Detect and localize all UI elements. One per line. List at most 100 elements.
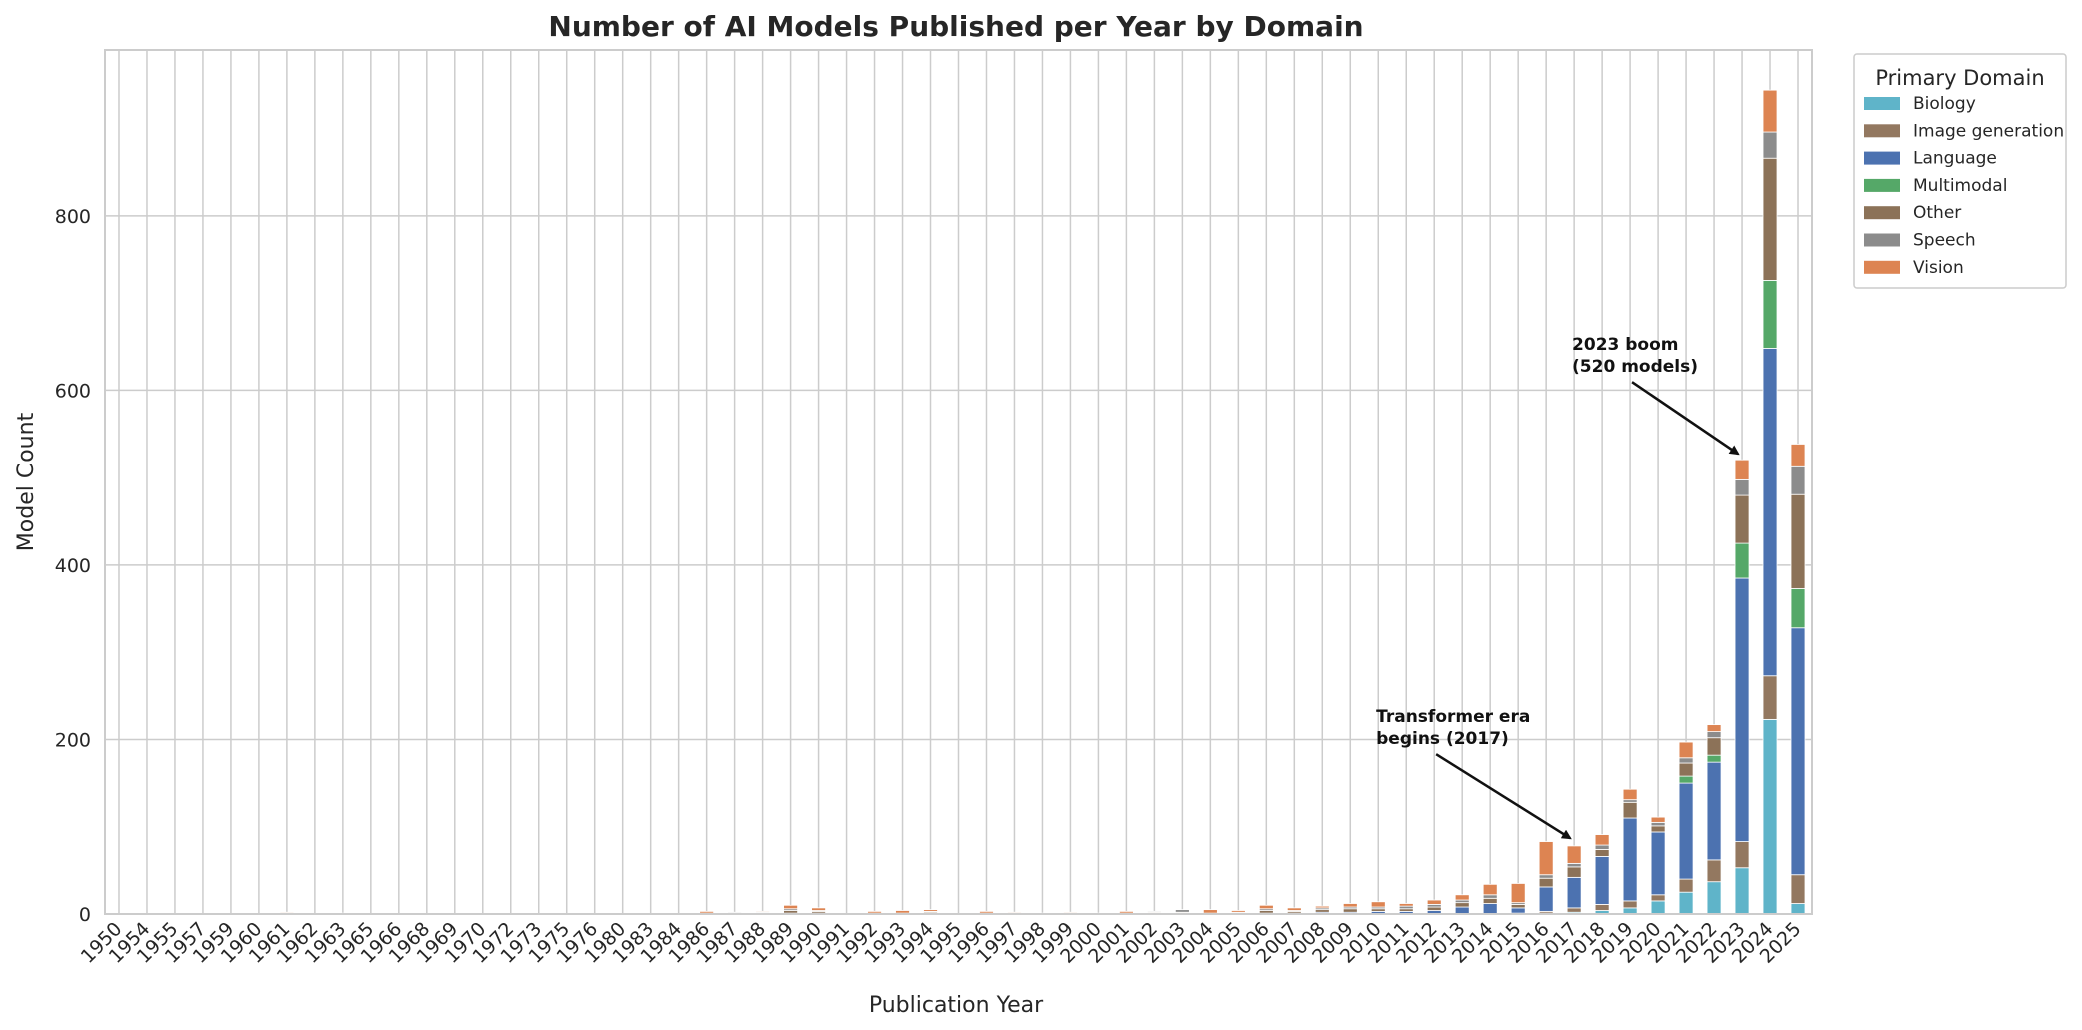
bar-segment-vision	[1762, 89, 1778, 133]
bar-segment-vision	[1286, 907, 1302, 911]
bar-segment-language	[1510, 907, 1526, 914]
bar-segment-vision	[1790, 444, 1806, 467]
bar-segment-language	[1594, 856, 1610, 905]
plot-frame	[104, 49, 1813, 915]
bar-segment-language	[1622, 817, 1638, 902]
y-tick-label: 400	[55, 555, 91, 577]
bar-segment-speech	[1482, 894, 1498, 899]
bar-segment-vision	[1650, 816, 1666, 823]
bar-segment-language	[1734, 577, 1750, 842]
bar-segment-other	[1454, 902, 1470, 908]
annotation-text: Transformer era	[1376, 707, 1530, 727]
bar-segment-speech	[1734, 478, 1750, 496]
bar-segment-biology	[1762, 718, 1778, 915]
bar-segment-image-generation	[1594, 904, 1610, 911]
bar-segment-language	[1454, 906, 1470, 915]
bar-segment-other	[1678, 762, 1694, 777]
legend-swatch	[1864, 260, 1900, 274]
bar-segment-speech	[1538, 874, 1554, 879]
chart-title: Number of AI Models Published per Year b…	[548, 10, 1363, 43]
annotation-text: (520 models)	[1572, 357, 1698, 377]
bar-segment-vision	[1202, 909, 1218, 914]
bar-segment-image-generation	[1678, 878, 1694, 893]
bar-segment-image-generation	[1622, 900, 1638, 909]
bar-segment-vision	[1119, 910, 1134, 914]
bar-segment-biology	[1734, 867, 1750, 915]
bar-segment-language	[1566, 876, 1582, 909]
annotation: 2023 boom(520 models)	[1572, 335, 1740, 456]
y-tick-label: 600	[55, 380, 91, 402]
bar-segment-multimodal	[1734, 542, 1750, 579]
legend-label: Speech	[1913, 231, 1976, 251]
bar-segment-vision	[1678, 741, 1694, 759]
bar-segment-vision	[279, 911, 295, 914]
bar-segment-speech	[1678, 757, 1694, 764]
bar-segment-vision	[1454, 894, 1470, 901]
annotation-text: 2023 boom	[1572, 335, 1678, 355]
bar-segment-biology	[1706, 881, 1722, 915]
bar-segment-image-generation	[1650, 894, 1666, 902]
bar-segment-vision	[1063, 911, 1078, 914]
bar-segment-language	[1762, 348, 1778, 677]
legend-swatch	[1864, 124, 1900, 138]
y-tick-label: 0	[79, 904, 91, 926]
bar-segment-vision	[1566, 845, 1582, 864]
bar-segment-image-generation	[1706, 859, 1722, 883]
legend-label: Language	[1913, 149, 1997, 169]
bar-segment-vision	[1230, 910, 1246, 913]
bar-segment-other	[1650, 825, 1666, 833]
bar-segment-image-generation	[1762, 675, 1778, 720]
bar-segment-biology	[1650, 900, 1666, 915]
bar-segment-language	[1706, 761, 1722, 861]
bar-segment-speech	[1594, 844, 1610, 850]
bar-segment-other	[1594, 849, 1610, 857]
bar-segment-language	[1790, 627, 1806, 876]
legend-swatch	[1864, 206, 1900, 220]
bar-segment-vision	[811, 907, 826, 911]
bar-segment-other	[1706, 737, 1722, 756]
legend-swatch	[1864, 233, 1900, 247]
annotation-arrow	[1435, 753, 1572, 840]
bar-segment-vision	[1398, 903, 1414, 907]
bar-segment-vision	[1510, 883, 1526, 904]
annotation-text: begins (2017)	[1376, 729, 1509, 749]
bar-segment-multimodal	[1762, 279, 1778, 349]
bar-segment-image-generation	[1790, 874, 1806, 904]
bar-segment-multimodal	[1678, 775, 1694, 784]
legend-swatch	[1864, 97, 1900, 110]
bar-segment-speech	[1174, 909, 1190, 913]
bar-segment-biology	[1790, 903, 1806, 915]
annotation-arrow	[1631, 381, 1740, 456]
bar-segment-vision	[1482, 883, 1498, 896]
bar-segment-speech	[1790, 465, 1806, 495]
y-tick-label: 800	[55, 206, 91, 228]
bar-segment-multimodal	[1706, 754, 1722, 763]
bar-segment-biology	[1678, 891, 1694, 915]
bar-segment-other	[1482, 897, 1498, 904]
bar-segment-vision	[1594, 834, 1610, 846]
bar-segment-speech	[1706, 731, 1722, 739]
legend-label: Multimodal	[1913, 176, 2007, 196]
bar-segment-vision	[1370, 901, 1386, 908]
bar-segment-vision	[755, 910, 771, 913]
bar-segment-vision	[867, 910, 882, 914]
legend-swatch	[1864, 178, 1900, 192]
bar-segment-vision	[1258, 904, 1274, 910]
bar-segment-other	[1762, 157, 1778, 281]
y-axis-label: Model Count	[14, 412, 39, 551]
bar-segment-speech	[1650, 821, 1666, 827]
bar-segment-other	[1566, 866, 1582, 878]
bar-segment-vision	[1007, 911, 1022, 914]
bar-segment-vision	[1538, 841, 1554, 876]
bar-segment-speech	[727, 911, 743, 914]
x-axis-label: Publication Year	[869, 993, 1044, 1018]
legend-frame	[1853, 53, 2067, 289]
legend-label: Vision	[1913, 258, 1964, 278]
bar-segment-vision	[783, 904, 798, 910]
legend-swatch	[1864, 151, 1900, 165]
bar-segment-vision	[1314, 905, 1330, 909]
bar-segment-vision	[1342, 903, 1358, 908]
